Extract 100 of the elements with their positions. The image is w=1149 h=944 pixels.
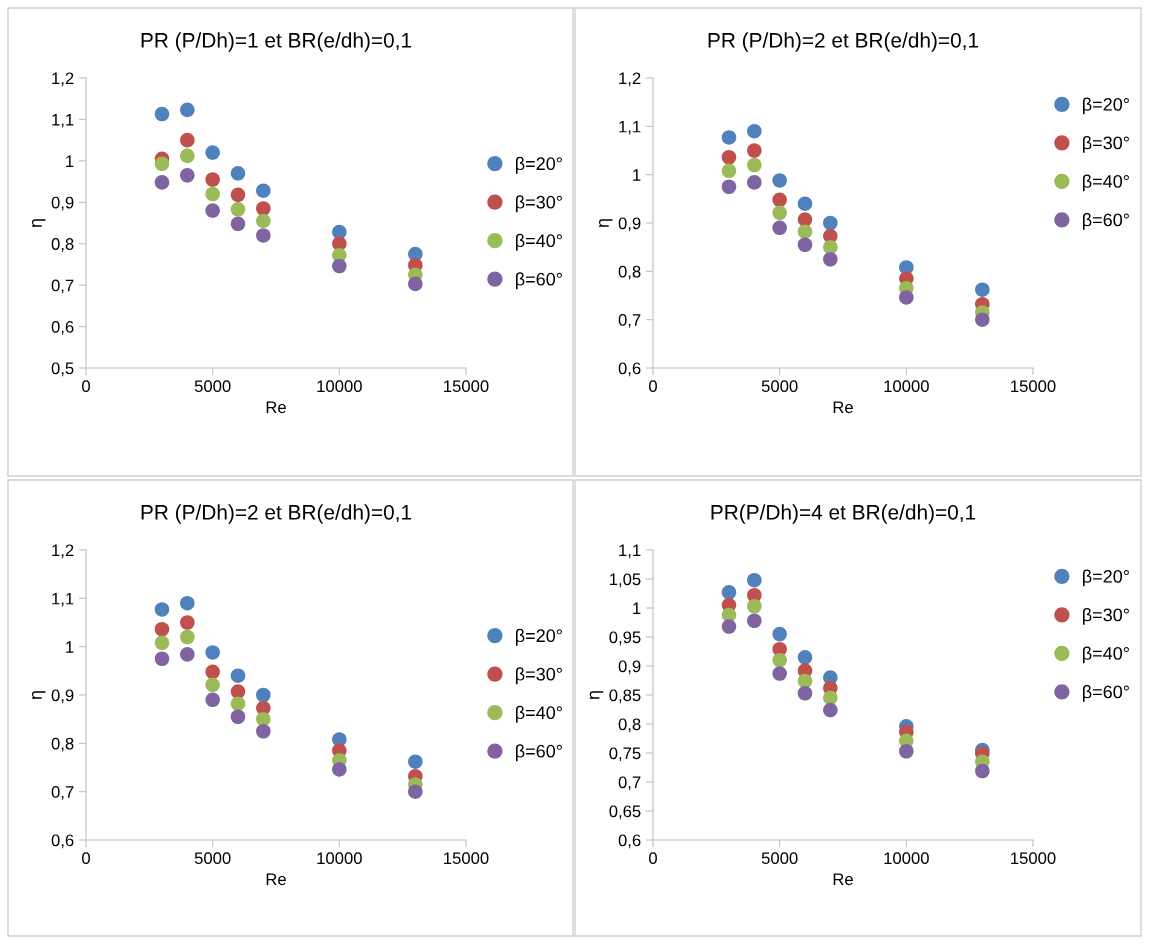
y-tick-label: 0,7 — [618, 314, 641, 328]
point — [721, 179, 737, 195]
point — [256, 213, 271, 229]
legend-label: β=30° — [1083, 608, 1129, 625]
point — [205, 203, 220, 218]
y-tick-label: 0,5 — [51, 362, 74, 377]
x-tick-label: 5000 — [194, 852, 231, 865]
y-tick-label: 1,05 — [610, 573, 641, 588]
y-tick-label: 0,8 — [618, 265, 641, 280]
y-tick-label: 0,6 — [618, 362, 641, 377]
point — [899, 743, 914, 759]
y-tick-label: 1,2 — [619, 72, 641, 87]
point — [797, 673, 813, 689]
y-tick-label: 0,9 — [618, 660, 641, 675]
x-axis-title: Re — [833, 401, 853, 414]
point — [180, 132, 195, 148]
point — [747, 123, 762, 139]
y-tick-label: 1,1 — [52, 114, 74, 128]
point — [154, 175, 170, 190]
x-tick-label: 0 — [649, 852, 657, 865]
x-tick-label: 15000 — [1011, 852, 1056, 865]
point — [180, 595, 195, 611]
point — [823, 251, 838, 267]
point — [975, 312, 990, 327]
legend-label: β=30° — [1083, 136, 1129, 153]
point — [797, 685, 813, 701]
point — [797, 237, 813, 253]
y-tick-label: 1,1 — [52, 592, 74, 607]
point — [747, 572, 762, 588]
legend-label: β=30° — [516, 195, 562, 213]
point — [772, 205, 787, 221]
point — [205, 172, 220, 187]
y-tick-label: 1,2 — [52, 72, 74, 87]
point — [256, 711, 271, 727]
point — [772, 173, 787, 188]
legend-label: β=40° — [516, 705, 562, 723]
x-tick-label: 10000 — [317, 380, 362, 393]
point — [230, 166, 246, 181]
y-tick-label: 0,6 — [51, 834, 74, 849]
point — [180, 629, 195, 645]
point — [154, 156, 170, 172]
point — [797, 212, 813, 227]
x-tick-label: 0 — [82, 380, 90, 393]
point — [772, 626, 787, 642]
legend-label: β=60° — [1083, 213, 1129, 230]
point — [747, 157, 762, 173]
point — [205, 664, 220, 680]
point — [205, 145, 220, 160]
point — [256, 228, 271, 243]
point — [797, 224, 813, 239]
legend-label: β=60° — [516, 744, 562, 762]
y-axis-title: η — [599, 219, 613, 228]
legend-label: β=20° — [1083, 569, 1129, 587]
y-tick-label: 1,1 — [619, 120, 641, 135]
point — [899, 290, 914, 305]
point — [408, 276, 423, 292]
legend-label: β=40° — [516, 233, 562, 251]
point — [230, 709, 246, 725]
point — [721, 619, 737, 634]
point — [205, 677, 220, 693]
point — [721, 149, 737, 165]
y-tick-label: 1 — [66, 155, 74, 167]
chart-title: PR (P/Dh)=2 et BR(e/dh)=0,1 — [708, 32, 979, 52]
point — [975, 763, 990, 779]
point — [721, 130, 737, 145]
point — [154, 635, 170, 651]
y-tick-label: 0,6 — [618, 834, 641, 849]
chart-title: PR (P/Dh)=2 et BR(e/dh)=0,1 — [141, 504, 412, 524]
chart-title: PR (P/Dh)=1 et BR(e/dh)=0,1 — [141, 32, 412, 52]
legend-label: β=20° — [1083, 97, 1129, 115]
point — [747, 175, 762, 190]
point — [154, 621, 170, 637]
y-tick-label: 0,95 — [609, 631, 641, 646]
point — [230, 696, 246, 711]
point — [772, 220, 787, 236]
point — [154, 651, 170, 667]
x-tick-label: 15000 — [1011, 380, 1056, 393]
point — [823, 215, 838, 231]
point — [797, 196, 813, 211]
point — [256, 687, 271, 703]
y-tick-label: 1,2 — [52, 544, 74, 559]
point — [154, 602, 170, 617]
y-tick-label: 0,7 — [618, 776, 641, 791]
point — [721, 163, 737, 179]
y-tick-label: 0,8 — [618, 718, 641, 733]
x-tick-label: 0 — [82, 852, 90, 865]
point — [772, 666, 787, 681]
x-tick-label: 15000 — [444, 380, 489, 393]
y-tick-label: 0,9 — [618, 217, 641, 232]
y-axis-title: η — [32, 691, 46, 700]
point — [823, 239, 838, 255]
y-tick-label: 0,7 — [51, 786, 74, 800]
point — [230, 202, 246, 217]
point — [797, 650, 813, 665]
x-tick-label: 5000 — [761, 852, 798, 865]
point — [747, 143, 762, 158]
legend-label: β=40° — [1083, 174, 1129, 192]
x-tick-label: 5000 — [761, 380, 798, 393]
y-tick-label: 0,75 — [609, 747, 641, 762]
point — [772, 192, 787, 208]
